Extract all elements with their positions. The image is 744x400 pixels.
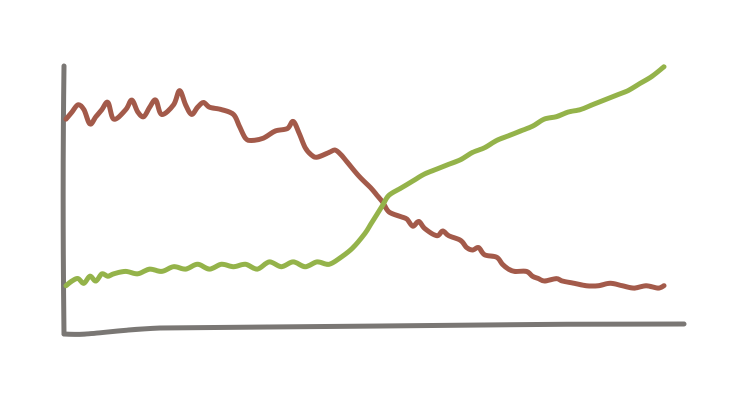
series-line-2 bbox=[63, 64, 667, 289]
series-line-1 bbox=[63, 88, 667, 291]
x-axis-line bbox=[61, 321, 687, 337]
chart-series-layer bbox=[63, 64, 667, 291]
y-axis-line bbox=[60, 63, 67, 337]
chart-axes bbox=[60, 63, 687, 337]
